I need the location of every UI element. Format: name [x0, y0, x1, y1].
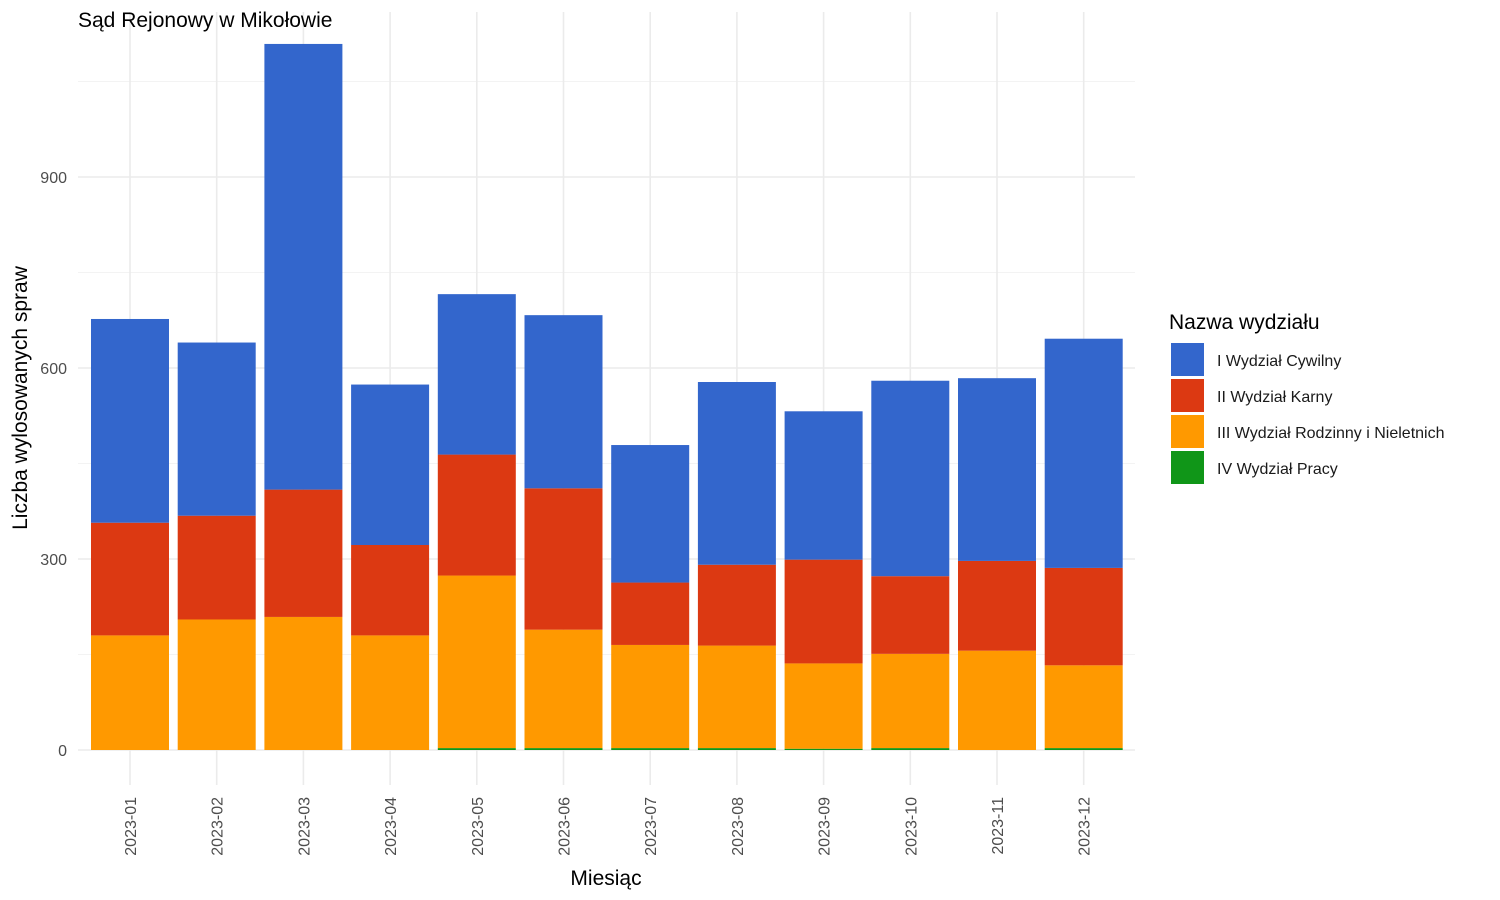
- bar-segment: [1044, 665, 1123, 749]
- legend-label: II Wydział Karny: [1217, 389, 1332, 406]
- bar-segment: [958, 560, 1036, 651]
- bar-segment: [958, 650, 1036, 750]
- bars: [91, 43, 1123, 750]
- x-tick-label: 2023-12: [1077, 797, 1094, 856]
- x-tick-label: 2023-04: [383, 797, 400, 856]
- bar-segment: [264, 43, 343, 490]
- x-tick-label: 2023-09: [817, 797, 834, 856]
- bar-segment: [177, 515, 256, 620]
- y-tick-label: 600: [40, 361, 67, 378]
- x-tick-label: 2023-11: [990, 797, 1007, 855]
- bar-segment: [264, 489, 343, 617]
- bar-segment: [697, 748, 776, 750]
- bar-segment: [784, 663, 863, 749]
- bar-segment: [91, 522, 169, 636]
- x-tick-label: 2023-08: [730, 797, 747, 856]
- bar-segment: [524, 315, 603, 489]
- x-tick-label: 2023-07: [643, 797, 660, 856]
- x-tick-label: 2023-05: [470, 797, 487, 856]
- legend-title: Nazwa wydziału: [1169, 311, 1320, 334]
- bar-segment: [351, 384, 430, 545]
- bar-segment: [871, 653, 950, 749]
- bar-segment: [177, 619, 256, 750]
- bar-segment: [1044, 567, 1123, 666]
- bar-segment: [437, 575, 516, 749]
- bar-segment: [784, 411, 863, 560]
- legend-swatch: [1171, 415, 1204, 448]
- bar-segment: [871, 576, 950, 654]
- bar-segment: [177, 342, 256, 516]
- bar-segment: [437, 748, 516, 750]
- bar-segment: [871, 748, 950, 750]
- bar-segment: [264, 616, 343, 750]
- bar-segment: [784, 559, 863, 664]
- bar-segment: [437, 294, 516, 455]
- legend-label: I Wydział Cywilny: [1217, 353, 1341, 370]
- x-tick-label: 2023-03: [296, 797, 313, 856]
- bar-segment: [437, 454, 516, 576]
- legend-swatch: [1171, 451, 1204, 484]
- y-axis-ticks: 0 300 600 900: [40, 170, 67, 760]
- y-tick-label: 0: [58, 743, 67, 760]
- y-tick-label: 300: [40, 552, 67, 569]
- bar-segment: [611, 644, 690, 749]
- legend-swatch: [1171, 343, 1204, 376]
- legend-label: IV Wydział Pracy: [1217, 461, 1338, 478]
- bar-segment: [784, 748, 863, 750]
- legend-swatch: [1171, 379, 1204, 412]
- x-axis-title: Miesiąc: [570, 867, 641, 890]
- bar-segment: [351, 635, 430, 750]
- bar-segment: [524, 629, 603, 749]
- bar-segment: [524, 488, 603, 630]
- bar-segment: [611, 445, 690, 583]
- x-axis-ticks: 2023-01 2023-02 2023-03 2023-04 2023-05 2023-…: [123, 797, 1094, 856]
- bar-segment: [91, 635, 169, 750]
- bar-segment: [524, 748, 603, 750]
- x-tick-label: 2023-01: [123, 797, 140, 856]
- bar-segment: [611, 582, 690, 645]
- bar-segment: [91, 318, 169, 523]
- bar-segment: [697, 382, 776, 565]
- legend-label: III Wydział Rodzinny i Nieletnich: [1217, 425, 1445, 442]
- x-tick-label: 2023-06: [557, 797, 574, 856]
- x-tick-label: 2023-02: [210, 797, 227, 856]
- chart-title: Sąd Rejonowy w Mikołowie: [78, 9, 332, 32]
- bar-segment: [611, 748, 690, 750]
- bar-segment: [351, 544, 430, 636]
- x-tick-label: 2023-10: [903, 797, 920, 856]
- y-axis-title: Liczba wylosowanych spraw: [9, 265, 32, 530]
- bar-segment: [1044, 748, 1123, 750]
- y-tick-label: 900: [40, 170, 67, 187]
- bar-segment: [958, 378, 1036, 561]
- bar-segment: [697, 564, 776, 646]
- bar-segment: [697, 645, 776, 749]
- bar-segment: [1044, 338, 1123, 568]
- bar-segment: [871, 380, 950, 577]
- legend: Nazwa wydziału I Wydział Cywilny II Wydzi…: [1169, 311, 1445, 484]
